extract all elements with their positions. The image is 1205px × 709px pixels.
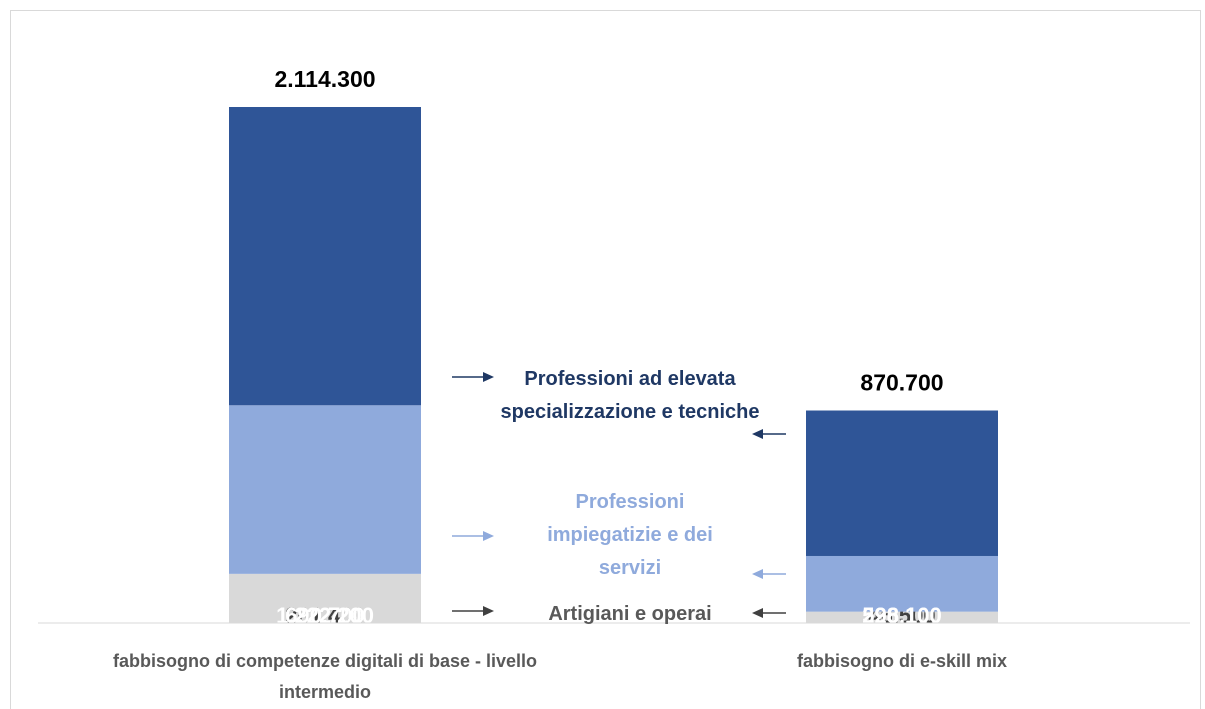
bar-segment: [229, 107, 421, 406]
total-label: 2.114.300: [274, 66, 375, 92]
chart-frame: [10, 10, 1201, 709]
legend-arrowhead: [752, 569, 763, 579]
segment-label: 690.700: [285, 603, 365, 628]
legend-arrowhead: [483, 372, 494, 382]
legend-arrowhead: [483, 531, 494, 541]
legend-arrowhead: [752, 429, 763, 439]
segment-label: 201.400: [285, 603, 365, 628]
bar-segment: [806, 555, 998, 612]
total-label: 870.700: [860, 370, 943, 396]
category-label: fabbisogno di competenze digitali di bas…: [112, 651, 538, 702]
legend-arrowhead: [752, 608, 763, 618]
bar-segment: [229, 405, 421, 574]
segment-label: 1.222.200: [276, 603, 374, 628]
category-label: fabbisogno di e-skill mix: [796, 651, 1008, 671]
segment-label: 596.100: [862, 603, 942, 628]
bar-segment: [806, 611, 998, 623]
legend-label: Professioni impiegatizie e dei servizi: [547, 491, 713, 579]
segment-label: 228.100: [862, 603, 942, 628]
legend-arrowhead: [483, 606, 494, 616]
legend-label: Professioni ad elevata specializzazione …: [500, 368, 760, 423]
legend-label: Artigiani e operai: [548, 603, 712, 625]
bar-segment: [806, 410, 998, 556]
bar-segment: [229, 573, 421, 623]
